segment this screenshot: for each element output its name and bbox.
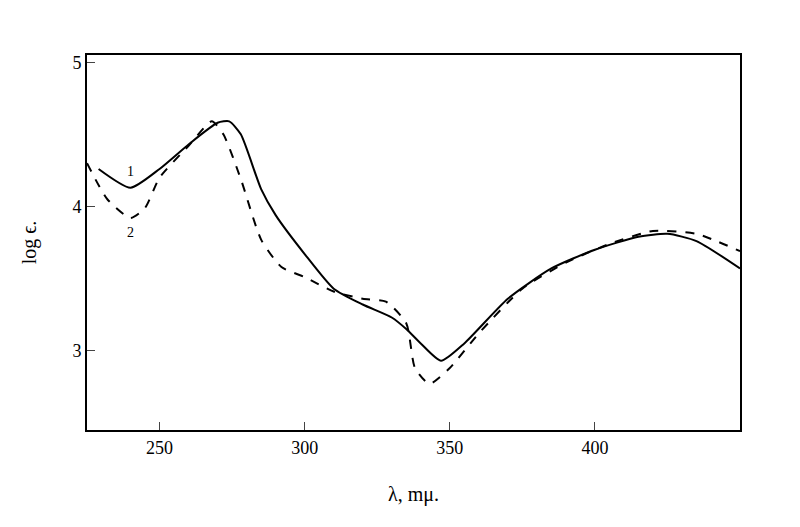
- svg-text:5: 5: [72, 53, 81, 73]
- svg-text:250: 250: [146, 438, 173, 458]
- svg-text:400: 400: [581, 438, 608, 458]
- svg-text:350: 350: [436, 438, 463, 458]
- svg-text:1: 1: [127, 164, 134, 179]
- svg-text:300: 300: [291, 438, 318, 458]
- svg-text:3: 3: [72, 341, 81, 361]
- svg-text:λ, mμ.: λ, mμ.: [388, 483, 439, 506]
- svg-text:2: 2: [127, 225, 134, 240]
- svg-text:log ϵ.: log ϵ.: [18, 221, 41, 265]
- svg-text:4: 4: [72, 197, 81, 217]
